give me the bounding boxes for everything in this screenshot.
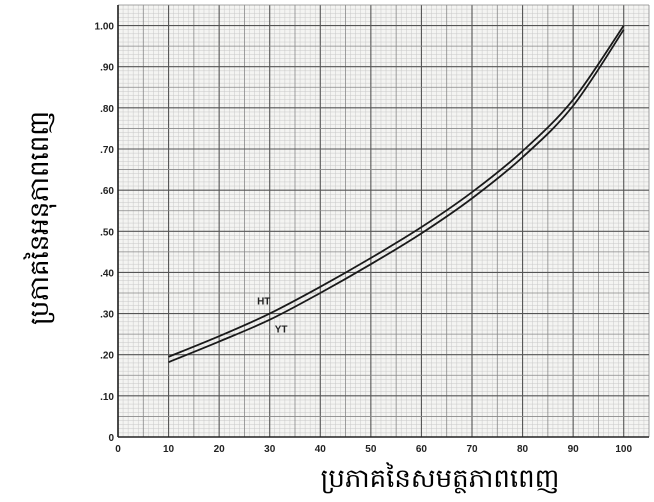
x-tick-label: 0 [115, 444, 121, 455]
y-tick-labels: 0 .10 .20 .30 .40 .50 .60 .70 .80 .90 1.00 [95, 22, 115, 444]
x-tick-label: 100 [615, 444, 632, 455]
x-tick-label: 80 [517, 444, 529, 455]
axes [117, 5, 649, 438]
plot-background [118, 5, 649, 437]
y-tick-label: .50 [100, 227, 114, 238]
x-tick-label: 50 [365, 444, 377, 455]
x-tick-label: 10 [163, 444, 175, 455]
x-tick-label: 20 [214, 444, 226, 455]
x-tick-label: 40 [315, 444, 327, 455]
series-line-yt [168, 29, 625, 363]
y-tick-label: .80 [100, 104, 114, 115]
y-tick-label: .60 [100, 186, 114, 197]
y-tick-label: .10 [100, 392, 114, 403]
y-tick-label: .90 [100, 63, 114, 74]
y-tick-label: .70 [100, 145, 114, 156]
y-tick-label: 0 [108, 433, 114, 444]
series-labels: HT YT [257, 297, 287, 336]
x-tick-label: 30 [264, 444, 276, 455]
major-grid [117, 4, 650, 438]
series-label-yt: YT [275, 325, 288, 336]
x-axis-title: ប្រភាគនៃសមត្ថភាពពេញ [321, 462, 560, 494]
y-tick-label: .20 [100, 351, 114, 362]
series-line-ht [168, 25, 625, 358]
y-tick-label: 1.00 [95, 22, 115, 33]
series-label-ht: HT [257, 297, 270, 308]
plot-area [118, 5, 649, 437]
x-tick-label: 70 [466, 444, 478, 455]
y-tick-label: .30 [100, 310, 114, 321]
y-axis-title: ប្រភាគនៃអនុភាពពេញ [23, 111, 57, 325]
series-layer [168, 25, 625, 363]
x-tick-label: 90 [568, 444, 580, 455]
y-tick-label: .40 [100, 268, 114, 279]
x-tick-label: 60 [416, 444, 428, 455]
x-tick-labels: 0 10 20 30 40 50 60 70 80 90 100 [115, 444, 632, 455]
